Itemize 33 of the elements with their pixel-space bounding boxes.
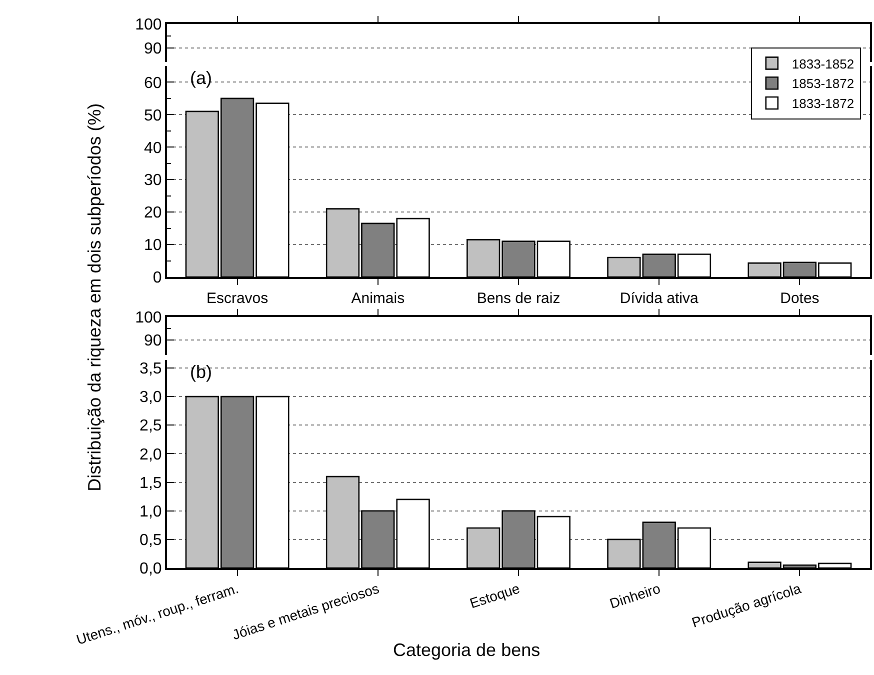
x-tick-label: Bens de raiz [476, 290, 560, 307]
y-tick-label: 0 [152, 270, 162, 287]
legend-label: 1853-1872 [792, 76, 854, 92]
x-tick-label: Dotes [780, 290, 820, 307]
y-tick-label: 1,5 [140, 474, 162, 492]
y-axis-title: Distribuição da riqueza em dois subperíodos (%) [84, 103, 104, 492]
y-tick-label: 0,0 [140, 560, 162, 578]
y-tick-label: 3,5 [140, 360, 162, 378]
annotation: (a) [190, 68, 212, 88]
y-tick-label: 100 [135, 310, 162, 327]
y-tick-label: 90 [144, 40, 162, 58]
y-tick-label: 2,0 [140, 446, 162, 464]
y-tick-label: 30 [144, 172, 162, 190]
y-tick-label: 90 [144, 332, 162, 350]
y-tick-label: 50 [144, 107, 162, 124]
x-tick-label: Escravos [206, 290, 268, 307]
y-tick-label: 20 [144, 204, 162, 222]
y-tick-label: 40 [144, 140, 162, 157]
x-tick-label: Dívida ativa [620, 290, 699, 307]
x-tick-label: Estoque [468, 580, 522, 612]
y-tick-label: 100 [135, 16, 162, 34]
legend-label: 1833-1852 [792, 56, 854, 72]
x-tick-label: Dinheiro [608, 580, 662, 612]
y-tick-label: 0,5 [140, 532, 162, 550]
annotation: (b) [190, 362, 212, 382]
legend-label: 1833-1872 [792, 96, 854, 112]
y-tick-label: 3,0 [140, 389, 162, 406]
y-tick-label: 2,5 [140, 418, 162, 435]
x-axis-title: Categoria de bens [393, 640, 540, 660]
y-tick-label: 10 [144, 237, 162, 254]
y-tick-label: 1,0 [140, 503, 162, 520]
y-tick-label: 60 [144, 74, 162, 92]
x-tick-label: Animais [351, 290, 405, 307]
